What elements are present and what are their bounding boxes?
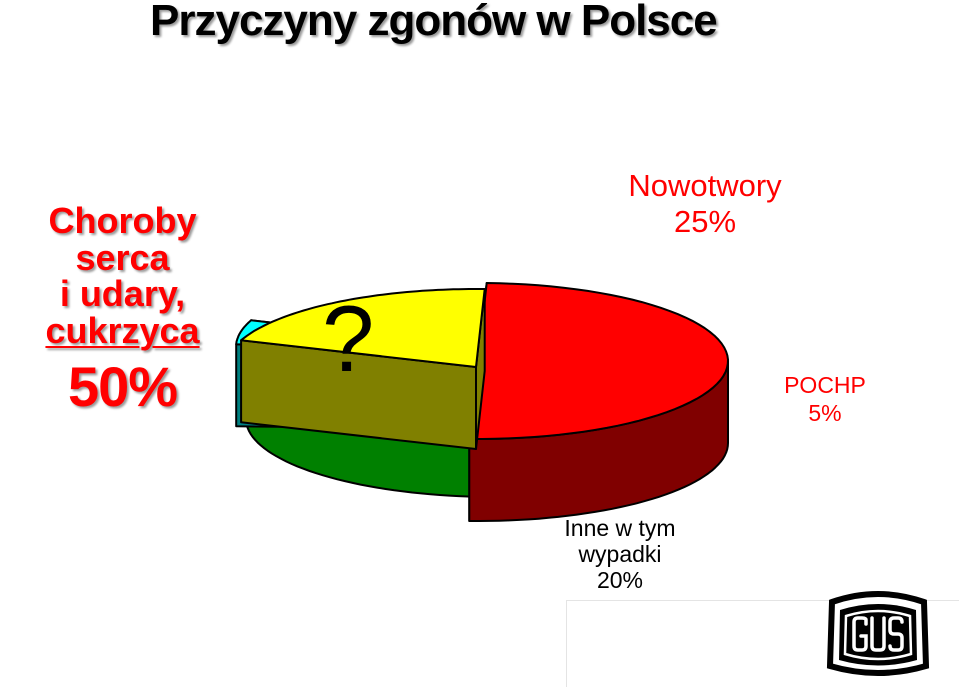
pie-slice-0 [468,282,729,522]
gus-logo-icon [826,591,930,676]
label-pochp-pct: 5% [808,399,842,426]
label-inne-line1: Inne w tym [564,515,676,541]
label-heart-disease: Choroby serca i udary, cukrzyca 50% [0,200,245,418]
label-heart-line3: cukrzyca [45,310,200,352]
question-mark: ? [322,286,375,391]
label-inne: Inne w tym wypadki 20% [530,515,710,593]
label-heart-line1: Choroby serca [48,200,197,278]
page-title: Przyczyny zgonów w Polsce [150,0,718,45]
label-nowotwory: Nowotwory 25% [595,168,815,241]
label-pochp-name: POCHP [784,372,866,398]
label-nowotwory-name: Nowotwory [628,168,782,203]
label-inne-line2: wypadki [578,540,662,567]
pie-slice-3-top [240,288,486,368]
label-heart-line2: i udary, [59,273,186,315]
label-inne-pct: 20% [596,566,644,593]
label-nowotwory-pct: 25% [673,204,737,240]
pie-slice-0-top [468,282,729,440]
label-heart-pct: 50% [67,354,178,418]
label-pochp: POCHP 5% [760,372,890,427]
pie-slice-3 [240,288,486,450]
